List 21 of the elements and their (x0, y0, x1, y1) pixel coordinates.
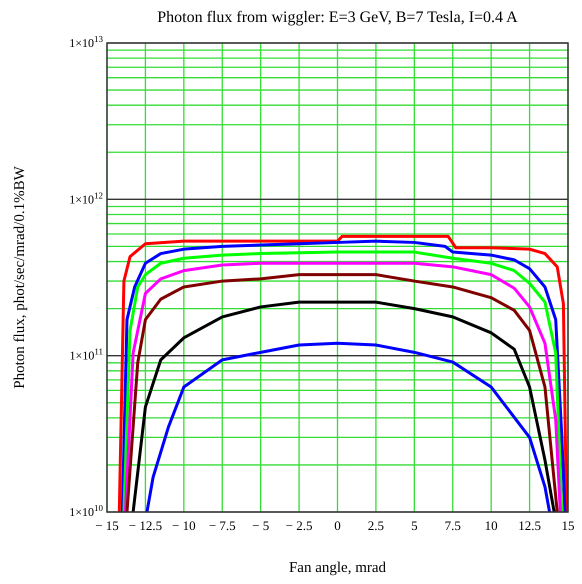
y-tick-label: 1×10$^{11}$ (70, 346, 103, 363)
x-tick-label: − 10 (172, 518, 196, 533)
x-tick-label: 2.5 (368, 518, 384, 533)
x-tick-label: − 7.5 (208, 518, 236, 533)
line-series (145, 342, 552, 512)
y-tick-label: 1×10$^{13}$ (69, 34, 104, 50)
y-tick-label: 1×10$^{12}$ (69, 190, 103, 206)
x-axis-title: Fan angle, mrad (288, 560, 387, 576)
x-tick-label: 12.5 (518, 518, 541, 533)
x-tick-label: 15 (562, 518, 574, 533)
x-tick-label: 10 (484, 518, 498, 533)
x-tick-label: 7.5 (444, 518, 461, 533)
x-tick-label: 0 (334, 518, 341, 533)
x-tick-label: − 12.5 (128, 518, 162, 533)
x-tick-label: − 5 (252, 518, 270, 533)
x-tick-label: − 15 (95, 518, 119, 533)
x-tick-label: − 2.5 (286, 518, 313, 533)
x-tick-label: 5 (411, 518, 418, 533)
y-tick-label: 1×10$^{10}$ (69, 503, 104, 519)
y-axis-title: Photon flux, phot/sec/mrad/0.1%BW (12, 165, 28, 389)
chart-title: Photon flux from wiggler: E=3 GeV, B=7 Tesla, I=0.4 A (157, 9, 518, 26)
